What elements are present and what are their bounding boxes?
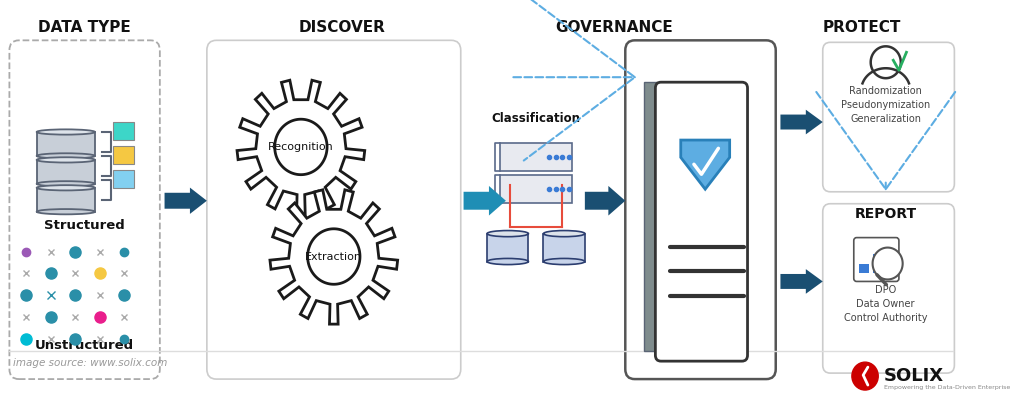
- Polygon shape: [681, 140, 730, 189]
- FancyBboxPatch shape: [822, 204, 954, 373]
- Ellipse shape: [544, 259, 585, 265]
- Bar: [37, 160, 95, 184]
- Bar: [886, 259, 895, 273]
- Bar: [113, 146, 133, 164]
- Ellipse shape: [37, 130, 95, 135]
- Text: Rules and
Policies: Rules and Policies: [671, 326, 744, 354]
- Ellipse shape: [487, 259, 528, 265]
- Bar: [544, 234, 585, 261]
- Circle shape: [852, 362, 879, 390]
- Polygon shape: [585, 186, 626, 215]
- Polygon shape: [870, 47, 901, 78]
- Ellipse shape: [487, 231, 528, 237]
- Text: Unstructured: Unstructured: [35, 339, 134, 352]
- FancyBboxPatch shape: [626, 41, 776, 379]
- Polygon shape: [237, 80, 365, 215]
- Ellipse shape: [37, 185, 95, 190]
- Text: DISCOVER: DISCOVER: [298, 20, 385, 35]
- Bar: [487, 234, 528, 261]
- Text: Structured: Structured: [44, 219, 125, 232]
- Text: Randomization
Pseudonymization
Generalization: Randomization Pseudonymization Generaliz…: [841, 86, 931, 124]
- Text: GOVERNANCE: GOVERNANCE: [555, 20, 673, 35]
- Text: image source: www.solix.com: image source: www.solix.com: [13, 358, 168, 368]
- Text: PROTECT: PROTECT: [822, 20, 901, 35]
- Bar: [113, 170, 133, 188]
- FancyBboxPatch shape: [854, 238, 899, 282]
- Ellipse shape: [37, 209, 95, 214]
- Bar: [872, 253, 882, 273]
- Polygon shape: [274, 119, 327, 175]
- Ellipse shape: [37, 181, 95, 186]
- Bar: [501, 175, 571, 203]
- Text: SOLIX: SOLIX: [884, 367, 944, 385]
- Text: Empowering the Data-Driven Enterprise: Empowering the Data-Driven Enterprise: [884, 385, 1010, 389]
- Text: Classification: Classification: [492, 112, 581, 125]
- Polygon shape: [872, 247, 903, 279]
- Bar: [501, 143, 571, 171]
- Polygon shape: [307, 229, 360, 284]
- FancyBboxPatch shape: [822, 43, 954, 192]
- Ellipse shape: [544, 231, 585, 237]
- Text: REPORT: REPORT: [855, 207, 916, 221]
- Polygon shape: [165, 188, 207, 214]
- Text: Extraction: Extraction: [305, 251, 362, 261]
- FancyBboxPatch shape: [9, 41, 160, 379]
- Bar: [113, 122, 133, 140]
- Text: Recognition: Recognition: [268, 142, 334, 152]
- Polygon shape: [780, 269, 822, 294]
- Polygon shape: [270, 190, 397, 324]
- Ellipse shape: [37, 153, 95, 158]
- Polygon shape: [780, 110, 822, 134]
- FancyBboxPatch shape: [655, 82, 748, 361]
- Bar: [644, 82, 667, 351]
- Bar: [37, 188, 95, 212]
- Ellipse shape: [37, 157, 95, 162]
- Polygon shape: [464, 186, 506, 215]
- Text: DATA TYPE: DATA TYPE: [38, 20, 131, 35]
- Text: DPO
Data Owner
Control Authority: DPO Data Owner Control Authority: [844, 286, 928, 324]
- FancyBboxPatch shape: [207, 41, 461, 379]
- Bar: [859, 263, 868, 273]
- Bar: [37, 132, 95, 156]
